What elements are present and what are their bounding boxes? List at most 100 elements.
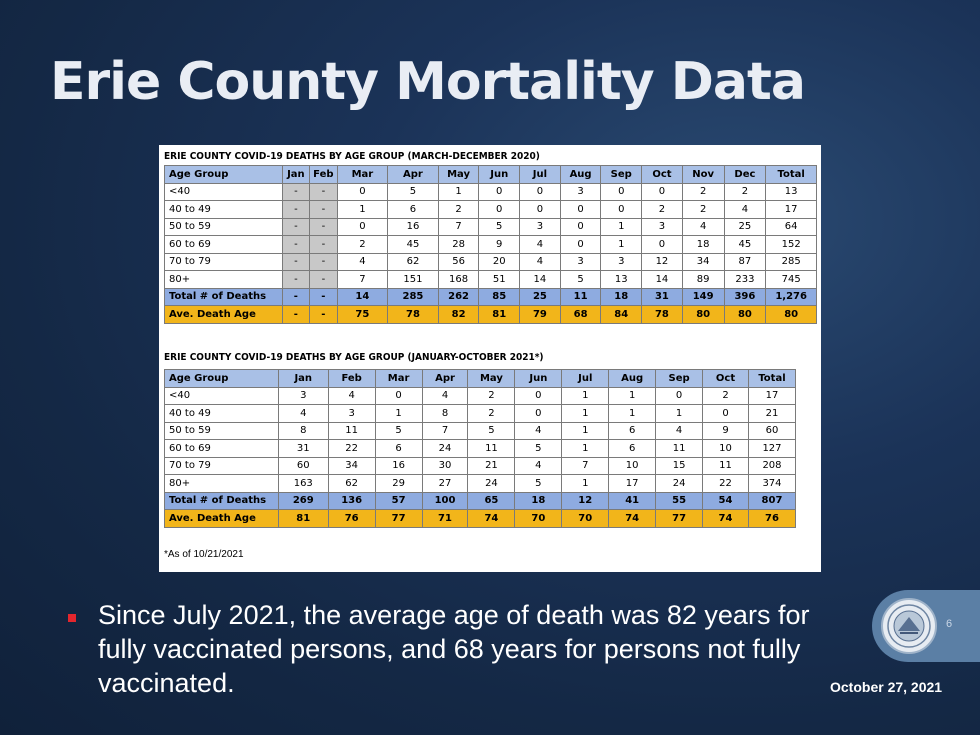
table-cell: 81 — [478, 305, 521, 324]
table-cell: 4 — [681, 217, 725, 236]
row-label: Total # of Deaths — [164, 491, 279, 510]
table-cell: 7 — [336, 270, 389, 289]
row-label: 50 to 59 — [164, 217, 283, 236]
table-cell: 745 — [765, 270, 817, 289]
table-cell: - — [281, 305, 311, 324]
column-header-may: May — [437, 165, 480, 184]
table-cell: 1 — [561, 421, 610, 440]
column-header-jan: Jan — [277, 369, 329, 388]
table-cell: 152 — [765, 235, 817, 254]
table-cell: 0 — [655, 386, 704, 405]
table-cell: 0 — [519, 200, 561, 219]
table-cell: 6 — [608, 421, 657, 440]
table-cell: 2 — [702, 386, 749, 405]
column-header-mar: Mar — [336, 165, 389, 184]
table-cell: 5 — [478, 217, 521, 236]
table-cell: 1 — [336, 200, 389, 219]
row-label: 80+ — [164, 474, 279, 493]
table-cell: 20 — [478, 252, 521, 271]
table-cell: 22 — [702, 474, 749, 493]
county-seal-icon — [881, 598, 937, 654]
table-cell: 5 — [374, 421, 423, 440]
table-cell: 1 — [655, 404, 704, 423]
table-cell: 77 — [374, 509, 423, 528]
table-cell: 30 — [421, 456, 469, 475]
table-cell: 13 — [600, 270, 643, 289]
table-cell: 75 — [336, 305, 389, 324]
table-row: 60 to 69- -2 45 28 9 4 0 1 0 18 45 152 — [164, 235, 817, 254]
table-cell: 1 — [561, 404, 610, 423]
table-cell: 1 — [608, 404, 657, 423]
bullet-square-icon — [68, 614, 76, 622]
table-row: <40- -0 5 1 0 0 3 0 0 2 2 13 — [164, 182, 817, 201]
row-label: 80+ — [164, 270, 283, 289]
table-cell: 78 — [641, 305, 683, 324]
table-cell: 41 — [608, 491, 657, 510]
table-2020: Age Group Jan Feb Mar Apr May Jun Jul Aug Sep Oct N… — [164, 165, 817, 324]
table-cell: 71 — [421, 509, 469, 528]
row-label: 70 to 79 — [164, 252, 283, 271]
header-row: Age Group Jan Feb Mar Apr May Jun Jul Aug Sep Oct T… — [164, 369, 797, 388]
table-cell: 10 — [702, 439, 749, 458]
column-header-mar: Mar — [374, 369, 423, 388]
header-row: Age Group Jan Feb Mar Apr May Jun Jul Aug Sep Oct N… — [164, 165, 817, 184]
row-label: Ave. Death Age — [164, 305, 283, 324]
table-cell: 0 — [559, 235, 602, 254]
table-row: 80+ 163 62 29 27 24 5 1 17 24 22 374 — [164, 474, 797, 493]
table-cell: 11 — [559, 287, 602, 306]
table-row: <40 3 4 0 4 2 0 1 1 0 2 17 — [164, 386, 797, 405]
table-cell: 22 — [327, 439, 376, 458]
column-header-dec: Dec — [723, 165, 767, 184]
table-cell: 1 — [561, 439, 610, 458]
table-cell: 151 — [387, 270, 439, 289]
table-cell: 16 — [387, 217, 439, 236]
column-header-apr: Apr — [421, 369, 469, 388]
table-cell: 56 — [437, 252, 480, 271]
column-header-aug: Aug — [608, 369, 657, 388]
table-cell: 5 — [467, 421, 516, 440]
table-cell: 3 — [641, 217, 683, 236]
table-cell: - — [309, 217, 338, 236]
table-cell: 85 — [478, 287, 521, 306]
table-cell: - — [309, 252, 338, 271]
table-cell: 285 — [387, 287, 439, 306]
table-cell: - — [281, 217, 311, 236]
table-row: 80+ - -7 151 168 51 14 5 13 14 89 233 745 — [164, 270, 817, 289]
table-cell: 2 — [681, 200, 725, 219]
table-cell: - — [281, 270, 311, 289]
table-cell: 4 — [655, 421, 704, 440]
table-cell: 0 — [478, 182, 521, 201]
table-cell: 4 — [519, 252, 561, 271]
table-cell: - — [309, 200, 338, 219]
table-cell: 76 — [747, 509, 797, 528]
column-header-jul: Jul — [519, 165, 561, 184]
table-2021-heading: ERIE COUNTY COVID-19 DEATHS BY AGE GROUP… — [164, 352, 544, 363]
table-cell: 208 — [747, 456, 797, 475]
table-cell: 1 — [437, 182, 480, 201]
table-cell: 2 — [681, 182, 725, 201]
table-cell: 0 — [374, 386, 423, 405]
row-label: 60 to 69 — [164, 439, 279, 458]
table-cell: 54 — [702, 491, 749, 510]
table-cell: 12 — [641, 252, 683, 271]
table-cell: 6 — [608, 439, 657, 458]
table-cell: 17 — [747, 386, 797, 405]
table-cell: - — [281, 200, 311, 219]
table-cell: 1 — [561, 386, 610, 405]
table-cell: 374 — [747, 474, 797, 493]
table-cell: 15 — [655, 456, 704, 475]
column-header-jan: Jan — [281, 165, 311, 184]
table-cell: 5 — [559, 270, 602, 289]
row-label: 40 to 49 — [164, 404, 279, 423]
row-label: Total # of Deaths — [164, 287, 283, 306]
slide-date: October 27, 2021 — [830, 679, 943, 695]
column-header-jun: Jun — [478, 165, 521, 184]
table-cell: 2 — [723, 182, 767, 201]
table-cell: 5 — [387, 182, 439, 201]
table-cell: 17 — [608, 474, 657, 493]
table-cell: 3 — [519, 217, 561, 236]
table-cell: 27 — [421, 474, 469, 493]
table-cell: 65 — [467, 491, 516, 510]
table-cell: 4 — [723, 200, 767, 219]
table-cell: 18 — [681, 235, 725, 254]
